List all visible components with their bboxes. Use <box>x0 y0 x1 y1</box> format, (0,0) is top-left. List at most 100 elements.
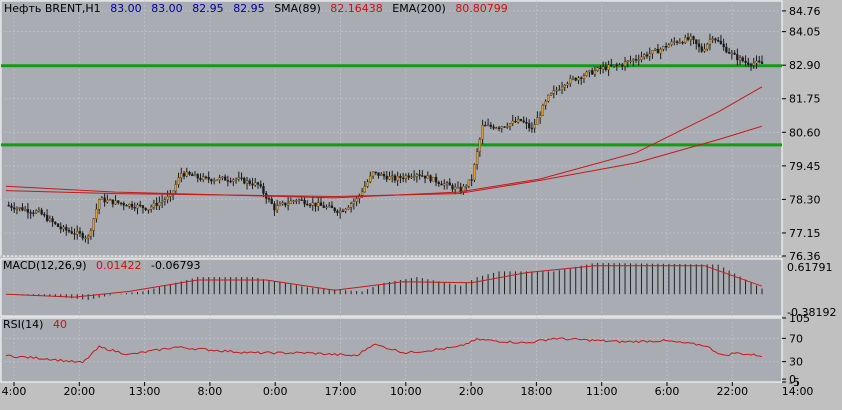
bull-candle-body <box>637 59 640 61</box>
ema-200-line <box>5 125 763 198</box>
bull-candle-body <box>662 46 665 50</box>
bear-candle-body <box>13 207 16 210</box>
bull-candle-body <box>678 42 681 44</box>
x-tick-label: 13:00 <box>129 385 161 398</box>
bull-candle-body <box>380 173 383 176</box>
bull-candle-body <box>311 202 314 206</box>
bear-candle-body <box>675 41 679 43</box>
bull-candle-body <box>585 71 588 76</box>
bear-candle-body <box>130 203 134 208</box>
bull-candle-body <box>612 64 616 66</box>
bull-candle-body <box>128 203 131 207</box>
bull-candle-body <box>147 209 150 211</box>
bear-candle-body <box>7 205 10 207</box>
bear-candle-body <box>199 177 202 180</box>
bear-candle-body <box>530 127 534 130</box>
bull-candle-body <box>92 218 95 231</box>
bear-candle-body <box>733 52 736 55</box>
bull-candle-body <box>150 206 153 210</box>
bear-candle-body <box>522 120 525 123</box>
bull-candle-body <box>180 173 183 178</box>
x-tick-label: 2:00 <box>459 385 484 398</box>
bull-candle-body <box>292 200 295 202</box>
bull-candle-body <box>347 207 350 210</box>
bear-candle-body <box>78 231 82 234</box>
bull-candle-body <box>544 100 547 106</box>
bull-candle-body <box>755 60 758 64</box>
bear-candle-body <box>393 175 397 181</box>
bear-candle-body <box>525 121 528 124</box>
bear-candle-body <box>314 202 317 207</box>
bear-candle-body <box>45 214 49 221</box>
bull-candle-body <box>328 205 331 207</box>
bear-candle-body <box>229 180 232 183</box>
main-plot-area[interactable] <box>0 0 783 257</box>
bull-candle-body <box>369 175 372 183</box>
bear-candle-body <box>459 186 462 193</box>
bear-candle-body <box>144 207 147 211</box>
bull-candle-body <box>536 117 539 125</box>
bear-candle-body <box>188 171 191 175</box>
x-tick-label: 22:00 <box>716 385 748 398</box>
bear-candle-body <box>251 183 254 186</box>
bear-candle-body <box>744 60 747 63</box>
x-tick-label: 11:00 <box>586 385 618 398</box>
bull-candle-body <box>426 175 429 179</box>
bear-candle-body <box>747 62 750 65</box>
bull-candle-body <box>391 175 394 177</box>
bull-candle-body <box>711 38 714 40</box>
ema-label: EMA(200) <box>392 2 446 15</box>
rsi-tick-label: 0 <box>789 373 796 386</box>
y-tick-label: 80.60 <box>789 126 821 139</box>
bull-candle-body <box>648 53 651 57</box>
bear-candle-body <box>330 205 334 209</box>
bear-candle-body <box>139 204 142 207</box>
bear-candle-body <box>256 182 260 185</box>
bear-candle-body <box>621 64 624 67</box>
bear-candle-body <box>223 176 227 181</box>
bear-candle-body <box>155 202 158 206</box>
bull-candle-body <box>234 178 238 181</box>
bear-candle-body <box>423 175 427 179</box>
bull-candle-body <box>730 52 734 55</box>
rsi-label: RSI(14) <box>3 318 43 331</box>
macd-tick-label: -0.38192 <box>787 306 836 319</box>
bull-candle-body <box>517 119 520 123</box>
bull-candle-body <box>404 175 408 179</box>
bear-candle-body <box>29 212 32 214</box>
bull-candle-body <box>752 62 755 66</box>
bull-candle-body <box>670 41 673 45</box>
bull-candle-body <box>48 218 51 221</box>
symbol-label: Нефть BRENT,H1 <box>4 2 101 15</box>
bull-candle-body <box>18 207 21 209</box>
bull-candle-body <box>593 70 597 75</box>
bull-candle-body <box>552 90 555 94</box>
ema-value: 80.80799 <box>455 2 508 15</box>
sma-label: SMA(89) <box>274 2 321 15</box>
bull-candle-body <box>629 60 632 62</box>
bear-candle-body <box>497 127 501 129</box>
high-value: 83.00 <box>151 2 183 15</box>
bear-candle-body <box>700 46 703 52</box>
bull-candle-body <box>76 231 79 235</box>
bull-candle-body <box>684 37 687 44</box>
x-tick-label: 10:00 <box>390 385 422 398</box>
bull-candle-body <box>295 200 298 202</box>
bull-candle-body <box>623 61 627 67</box>
bull-candle-body <box>108 199 112 201</box>
bull-candle-body <box>185 171 188 177</box>
bull-candle-body <box>673 41 676 43</box>
bear-candle-body <box>141 205 145 209</box>
bear-candle-body <box>67 230 71 232</box>
bear-candle-body <box>719 40 723 45</box>
y-tick-label: 84.05 <box>789 26 821 39</box>
macd-plot-area[interactable] <box>0 258 783 317</box>
bear-candle-body <box>191 174 194 177</box>
bull-candle-body <box>607 64 610 70</box>
legend-header: Нефть BRENT,H1 83.00 83.00 82.95 82.95 S… <box>4 2 508 15</box>
bull-candle-body <box>163 199 167 202</box>
bear-candle-body <box>421 175 424 177</box>
bull-candle-body <box>281 202 284 205</box>
bull-candle-body <box>158 202 161 206</box>
macd-tick-label: 0.61791 <box>787 261 833 274</box>
